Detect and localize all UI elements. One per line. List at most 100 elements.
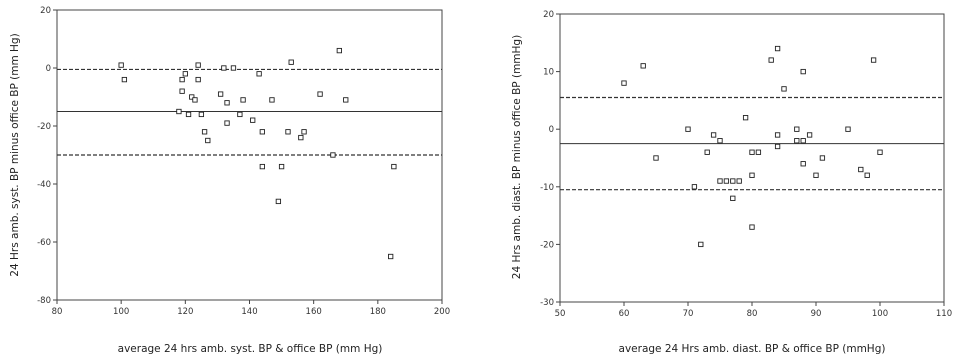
x-tick-label: 50 [555,309,566,319]
data-point [717,178,723,184]
x-tick-label: 120 [177,307,193,317]
data-point [192,97,198,103]
data-point [781,86,787,92]
data-point [819,155,826,161]
data-point [195,76,201,83]
data-point [653,155,659,161]
x-tick-label: 80 [52,307,63,317]
y-tick-label: -40 [37,180,51,190]
data-point [278,163,285,170]
y-tick-label: -80 [37,296,51,306]
y-axis-title: 24 Hrs amb. diast. BP minus office BP (m… [511,35,523,279]
systolic-panel: 80 100 120 140 160 180 200 200-20-40-60-80 ave… [9,6,450,355]
data-point [201,129,208,135]
data-point [224,100,230,106]
data-point [205,137,211,144]
data-point [179,88,185,94]
data-point [749,224,755,230]
data-point [755,149,762,155]
y-tick-label: -30 [540,298,554,308]
data-point [330,152,336,158]
data-point [794,126,800,132]
data-point [723,178,730,184]
x-axis-title: average 24 Hrs amb. diast. BP & office B… [619,343,886,355]
x-tick-label: 70 [683,309,694,319]
data-point [710,132,717,138]
x-tick-label: 160 [306,307,322,317]
data-point [800,138,806,144]
data-point [298,134,304,141]
data-point [179,76,185,83]
data-point [774,45,781,52]
data-point [621,80,627,86]
x-axis-title: average 24 hrs amb. syst. BP & office BP… [118,343,383,355]
data-point [269,97,275,103]
data-point [774,143,781,150]
data-point [317,91,323,97]
data-point [176,108,182,115]
data-point [230,65,237,71]
data-point [275,198,282,205]
x-tick-label: 80 [747,309,758,319]
data-point [704,149,710,155]
data-point [806,132,813,138]
data-point [343,97,349,103]
data-point [864,172,870,178]
data-point [730,178,736,184]
y-tick-label: -20 [540,240,554,250]
data-point [288,59,294,65]
data-point [224,120,230,126]
data-point [774,132,781,138]
x-tick-label: 110 [936,309,952,319]
x-tick-label: 100 [872,309,888,319]
data-point [256,71,262,77]
data-point [250,117,256,123]
x-tick-label: 90 [811,309,822,319]
data-point [749,172,755,178]
y-tick-label: 0 [46,64,51,74]
data-point [877,149,883,155]
data-point [742,115,749,121]
data-point [189,94,195,100]
data-point [391,163,397,170]
data-point [858,166,864,173]
data-point [800,161,806,167]
plot-frame [559,13,945,303]
data-point [736,178,742,184]
x-tick-label: 200 [434,307,450,317]
data-point [870,57,877,63]
y-tick-label: -10 [540,183,554,193]
y-tick-label: -20 [37,122,51,132]
data-point [749,149,755,155]
data-point [388,253,394,260]
data-point [198,111,205,118]
y-axis-title: 24 Hrs amb. syst. BP minus office BP (mm… [9,33,21,276]
data-point [640,63,646,69]
data-point [221,65,227,71]
data-point [185,111,192,118]
x-tick-label: 180 [370,307,386,317]
data-point [285,129,291,135]
data-point [794,138,800,144]
x-tick-label: 60 [619,309,630,319]
y-tick-label: 20 [543,10,554,20]
data-point [182,71,188,77]
data-point [195,62,201,68]
data-point [240,97,246,103]
data-point [717,138,723,144]
data-point [685,126,691,132]
y-tick-label: -60 [37,238,51,248]
y-tick-label: 10 [543,68,554,78]
data-point [813,172,819,178]
data-point [730,195,736,201]
data-point [768,57,774,63]
data-point [118,62,124,68]
data-point [698,241,704,248]
data-point [691,184,698,190]
data-point [336,47,342,54]
data-point [800,68,806,75]
data-point [237,111,243,118]
y-tick-label: 20 [40,6,51,16]
